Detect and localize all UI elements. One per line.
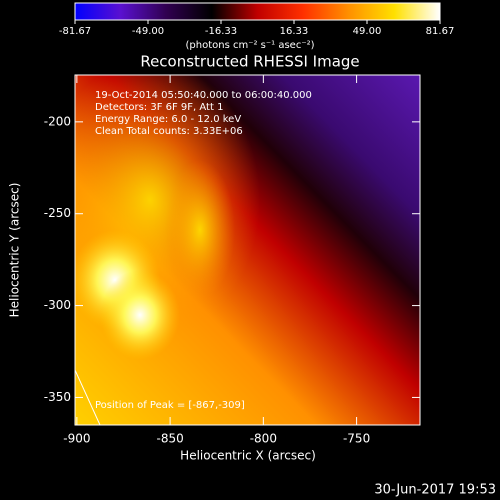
y-tick-label: -250 [44, 206, 71, 220]
annotation: Energy Range: 6.0 - 12.0 keV [95, 114, 241, 125]
colorbar-label: (photons cm⁻² s⁻¹ asec⁻²) [185, 40, 314, 51]
heatmap-image [75, 75, 420, 425]
x-axis-label: Heliocentric X (arcsec) [180, 449, 316, 463]
x-tick-label: -800 [250, 432, 277, 446]
colorbar-tick-label: 49.00 [353, 26, 382, 37]
annotation: Detectors: 3F 6F 9F, Att 1 [95, 102, 223, 113]
peak-label: Position of Peak = [-867,-309] [95, 400, 245, 411]
x-tick-label: -850 [156, 432, 183, 446]
y-tick-label: -300 [44, 298, 71, 312]
timestamp: 30-Jun-2017 19:53 [374, 483, 496, 498]
y-axis-label: Heliocentric Y (arcsec) [8, 183, 22, 318]
y-tick-label: -200 [44, 114, 71, 128]
x-tick-label: -750 [343, 432, 370, 446]
colorbar-tick-label: -81.67 [59, 26, 91, 37]
colorbar-tick-label: -16.33 [205, 26, 237, 37]
colorbar [74, 2, 441, 21]
colorbar-tick-label: 81.67 [426, 26, 455, 37]
annotation: 19-Oct-2014 05:50:40.000 to 06:00:40.000 [95, 90, 312, 101]
plot-frame [74, 74, 421, 426]
x-tick-label: -900 [63, 432, 90, 446]
chart-title: Reconstructed RHESSI Image [140, 53, 359, 71]
colorbar-tick-label: -49.00 [132, 26, 164, 37]
colorbar-tick-label: 16.33 [280, 26, 309, 37]
annotation: Clean Total counts: 3.33E+06 [95, 126, 243, 137]
y-tick-label: -350 [44, 390, 71, 404]
